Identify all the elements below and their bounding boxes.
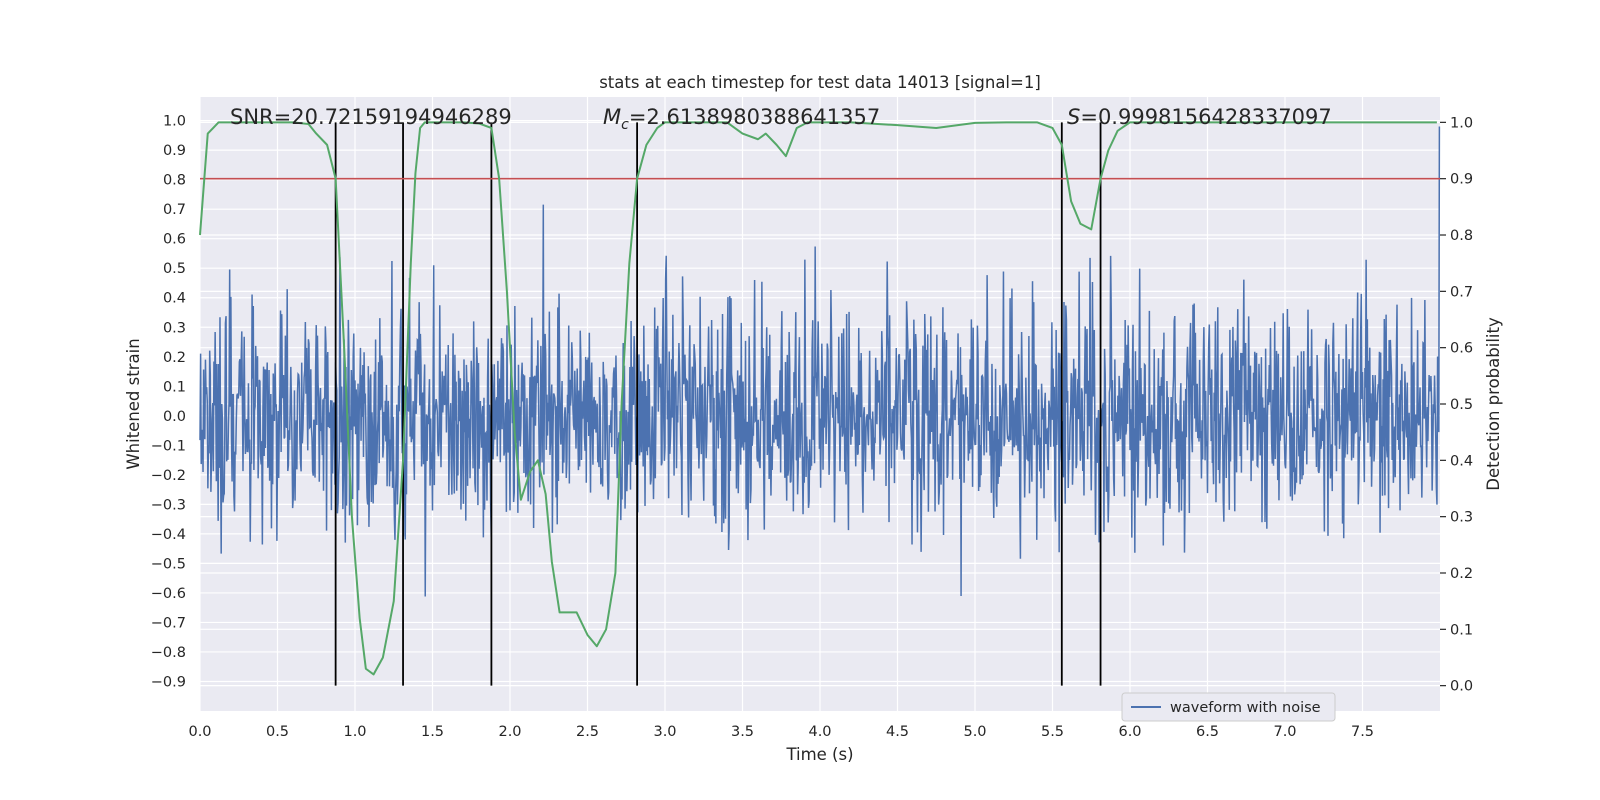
chirp-mass-value: =2.6138980388641357 — [629, 105, 880, 129]
y-tick-label-left: −0.8 — [151, 645, 186, 661]
waveform-series — [199, 126, 1441, 597]
x-tick-label: 6.0 — [1118, 724, 1141, 740]
snr-annotation: SNR=20.72159194946289 — [230, 105, 512, 129]
y-tick-label-right: 0.3 — [1450, 510, 1473, 526]
y-tick-label-left: −0.7 — [151, 615, 186, 631]
y-tick-label-left: 0.6 — [163, 232, 186, 248]
x-tick-label: 2.0 — [498, 724, 521, 740]
x-tick-label: 1.5 — [421, 724, 444, 740]
x-tick-label: 7.5 — [1351, 724, 1374, 740]
y-tick-label-left: 0.7 — [163, 202, 186, 218]
y-tick-label-left: 0.4 — [163, 291, 186, 307]
chirp-mass-subscript: c — [621, 117, 629, 133]
legend-box — [1121, 692, 1336, 722]
chart-title: stats at each timestep for test data 140… — [599, 73, 1041, 92]
y-axis-label-right: Detection probability — [1484, 317, 1503, 491]
x-tick-label: 6.5 — [1196, 724, 1219, 740]
tick-labels: 0.0 0.5 1.0 1.5 2.0 2.5 3.0 3.5 4.0 4.5 5.0 5.5 6.0 6… — [151, 114, 1473, 740]
y-tick-label-right: 0.8 — [1450, 228, 1473, 244]
y-tick-label-left: −0.6 — [151, 586, 186, 602]
x-tick-label: 3.0 — [653, 724, 676, 740]
score-symbol: S — [1067, 105, 1080, 129]
score-annotation: S=0.9998156428337097 — [1067, 105, 1332, 129]
y-tick-label-left: 0.5 — [163, 261, 186, 277]
y-tick-label-left: 0.0 — [163, 409, 186, 425]
waveform-line — [199, 126, 1441, 597]
probability-series — [199, 121, 1437, 676]
x-tick-label: 0.0 — [188, 724, 211, 740]
y-tick-label-right: 0.7 — [1450, 284, 1473, 300]
legend-label-waveform: waveform with noise — [1170, 700, 1321, 716]
probability-line — [199, 121, 1437, 676]
y-tick-label-left: 0.3 — [163, 320, 186, 336]
x-tick-label: 4.0 — [808, 724, 831, 740]
x-tick-label: 3.5 — [731, 724, 754, 740]
y-axis-label-left: Whitened strain — [124, 338, 143, 469]
y-tick-label-right: 0.2 — [1450, 566, 1473, 582]
y-tick-label-left: −0.4 — [151, 527, 186, 543]
chirp-mass-symbol: M — [603, 105, 621, 129]
y-tick-label-left: −0.3 — [151, 497, 186, 513]
x-tick-label: 0.5 — [266, 724, 289, 740]
x-tick-label: 5.5 — [1041, 724, 1064, 740]
y-tick-label-left: −0.2 — [151, 468, 186, 484]
y-tick-label-right: 0.0 — [1450, 679, 1473, 695]
y-tick-label-left: −0.9 — [151, 674, 186, 690]
y-tick-label-left: 1.0 — [163, 114, 186, 130]
x-tick-label: 2.5 — [576, 724, 599, 740]
x-tick-label: 7.0 — [1273, 724, 1296, 740]
y-tick-label-left: −0.1 — [151, 438, 186, 454]
x-tick-label: 4.5 — [886, 724, 909, 740]
score-value: =0.9998156428337097 — [1080, 105, 1331, 129]
x-tick-label: 1.0 — [343, 724, 366, 740]
y-tick-label-right: 0.6 — [1450, 341, 1473, 357]
y-tick-label-right: 0.4 — [1450, 453, 1473, 469]
y-tick-label-left: 0.1 — [163, 379, 186, 395]
y-tick-label-right: 0.9 — [1450, 172, 1473, 188]
x-tick-label: 5.0 — [963, 724, 986, 740]
y-tick-label-left: 0.8 — [163, 173, 186, 189]
y-tick-label-right: 0.5 — [1450, 397, 1473, 413]
y-tick-label-right: 1.0 — [1450, 115, 1473, 131]
event-markers — [334, 122, 1102, 686]
x-axis-label: Time (s) — [785, 745, 853, 764]
legend: waveform with noise — [1121, 692, 1336, 722]
y-tick-label-right: 0.1 — [1450, 622, 1473, 638]
y-tick-label-left: −0.5 — [151, 556, 186, 572]
y-tick-label-left: 0.9 — [163, 143, 186, 159]
y-tick-label-left: 0.2 — [163, 350, 186, 366]
chirp-mass-annotation: Mc=2.6138980388641357 — [603, 105, 880, 133]
